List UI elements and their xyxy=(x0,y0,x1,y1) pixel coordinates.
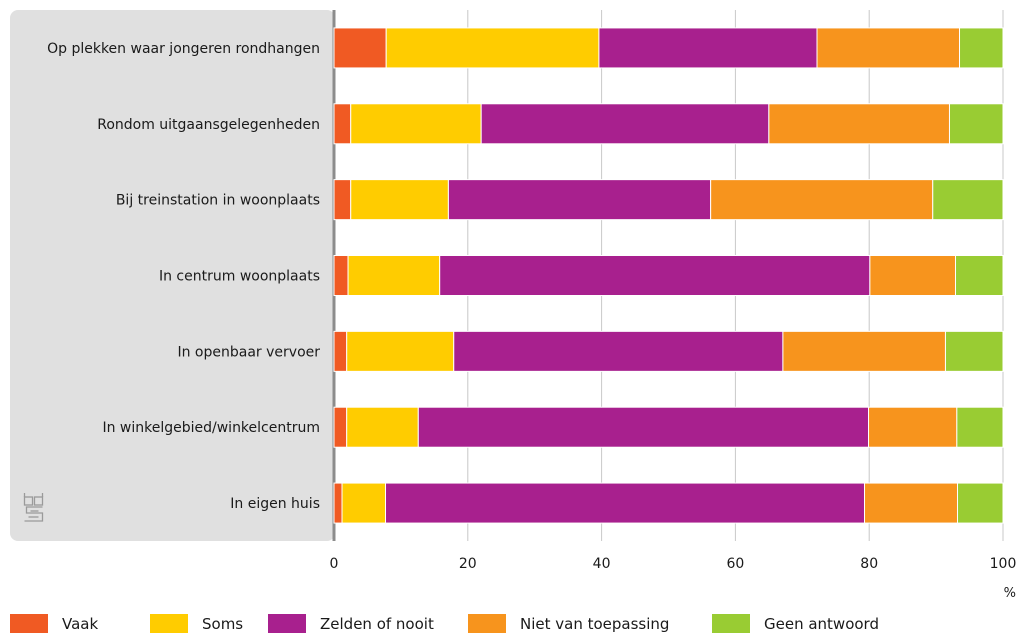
x-tick-label: 80 xyxy=(860,556,878,572)
x-tick-label: 60 xyxy=(726,556,744,572)
legend-label: Niet van toepassing xyxy=(520,615,669,633)
bar-segment xyxy=(447,179,712,221)
bar-segment xyxy=(385,482,866,524)
x-tick-label: 20 xyxy=(459,556,477,572)
legend: Vaak Soms Zelden of nooit Niet van toepassi… xyxy=(10,614,879,633)
bar-segment xyxy=(417,406,870,448)
bar-segment xyxy=(782,330,946,372)
legend-label: Zelden of nooit xyxy=(320,615,434,633)
bar-segment xyxy=(869,255,957,296)
bar-segment xyxy=(333,406,348,448)
x-tick-label: 100 xyxy=(990,556,1017,572)
bar-segment xyxy=(768,103,950,145)
category-label: Rondom uitgaansgelegenheden xyxy=(97,117,320,133)
category-label: Bij treinstation in woonplaats xyxy=(116,193,320,209)
bar-segment xyxy=(816,27,961,69)
bar-segment xyxy=(346,406,419,448)
category-label: In eigen huis xyxy=(230,496,320,512)
legend-swatch xyxy=(10,614,48,633)
legend-swatch xyxy=(468,614,506,633)
label-panel xyxy=(10,10,335,541)
bar-segment xyxy=(944,330,1004,372)
bar-segment xyxy=(333,103,352,145)
x-tick-labels: 0 20 40 60 80 100 xyxy=(330,556,1017,572)
bar-segment xyxy=(932,179,1004,221)
bar-segment xyxy=(333,255,349,296)
bar-segment xyxy=(347,255,441,296)
bar-segment xyxy=(439,255,871,296)
bar-segment xyxy=(350,103,482,145)
category-label: In centrum woonplaats xyxy=(159,269,320,285)
legend-swatch xyxy=(150,614,188,633)
bar-segment xyxy=(955,255,1004,296)
legend-swatch xyxy=(268,614,306,633)
legend-label: Vaak xyxy=(62,615,98,633)
category-label: In openbaar vervoer xyxy=(177,344,320,360)
x-tick-label: 0 xyxy=(330,556,339,572)
bar-segment xyxy=(346,330,455,372)
legend-swatch xyxy=(712,614,750,633)
bar-segment xyxy=(710,179,934,221)
bar-segment xyxy=(333,179,352,221)
bar-segment xyxy=(864,482,959,524)
category-labels: Op plekken waar jongeren rondhangen Rondo… xyxy=(47,41,320,512)
category-label: Op plekken waar jongeren rondhangen xyxy=(47,41,320,57)
bar-segment xyxy=(956,406,1004,448)
bar-segment xyxy=(333,330,348,372)
x-unit-label: % xyxy=(1004,586,1016,601)
category-label: In winkelgebied/winkelcentrum xyxy=(102,420,320,436)
bar-segment xyxy=(959,27,1004,69)
cbs-logo-icon xyxy=(23,493,44,522)
bar-segment xyxy=(957,482,1004,524)
bar-segment xyxy=(385,27,600,69)
bar-segment xyxy=(350,179,449,221)
bar-segment xyxy=(480,103,770,145)
bar-segment xyxy=(948,103,1004,145)
bar-segment xyxy=(341,482,387,524)
bar-segment xyxy=(453,330,784,372)
legend-label: Geen antwoord xyxy=(764,615,879,633)
bar-segment xyxy=(598,27,818,69)
bar-segment xyxy=(868,406,958,448)
bar-segment xyxy=(333,482,343,524)
bar-segment xyxy=(333,27,387,69)
legend-label: Soms xyxy=(202,615,243,633)
bars xyxy=(333,27,1004,524)
x-tick-label: 40 xyxy=(593,556,611,572)
